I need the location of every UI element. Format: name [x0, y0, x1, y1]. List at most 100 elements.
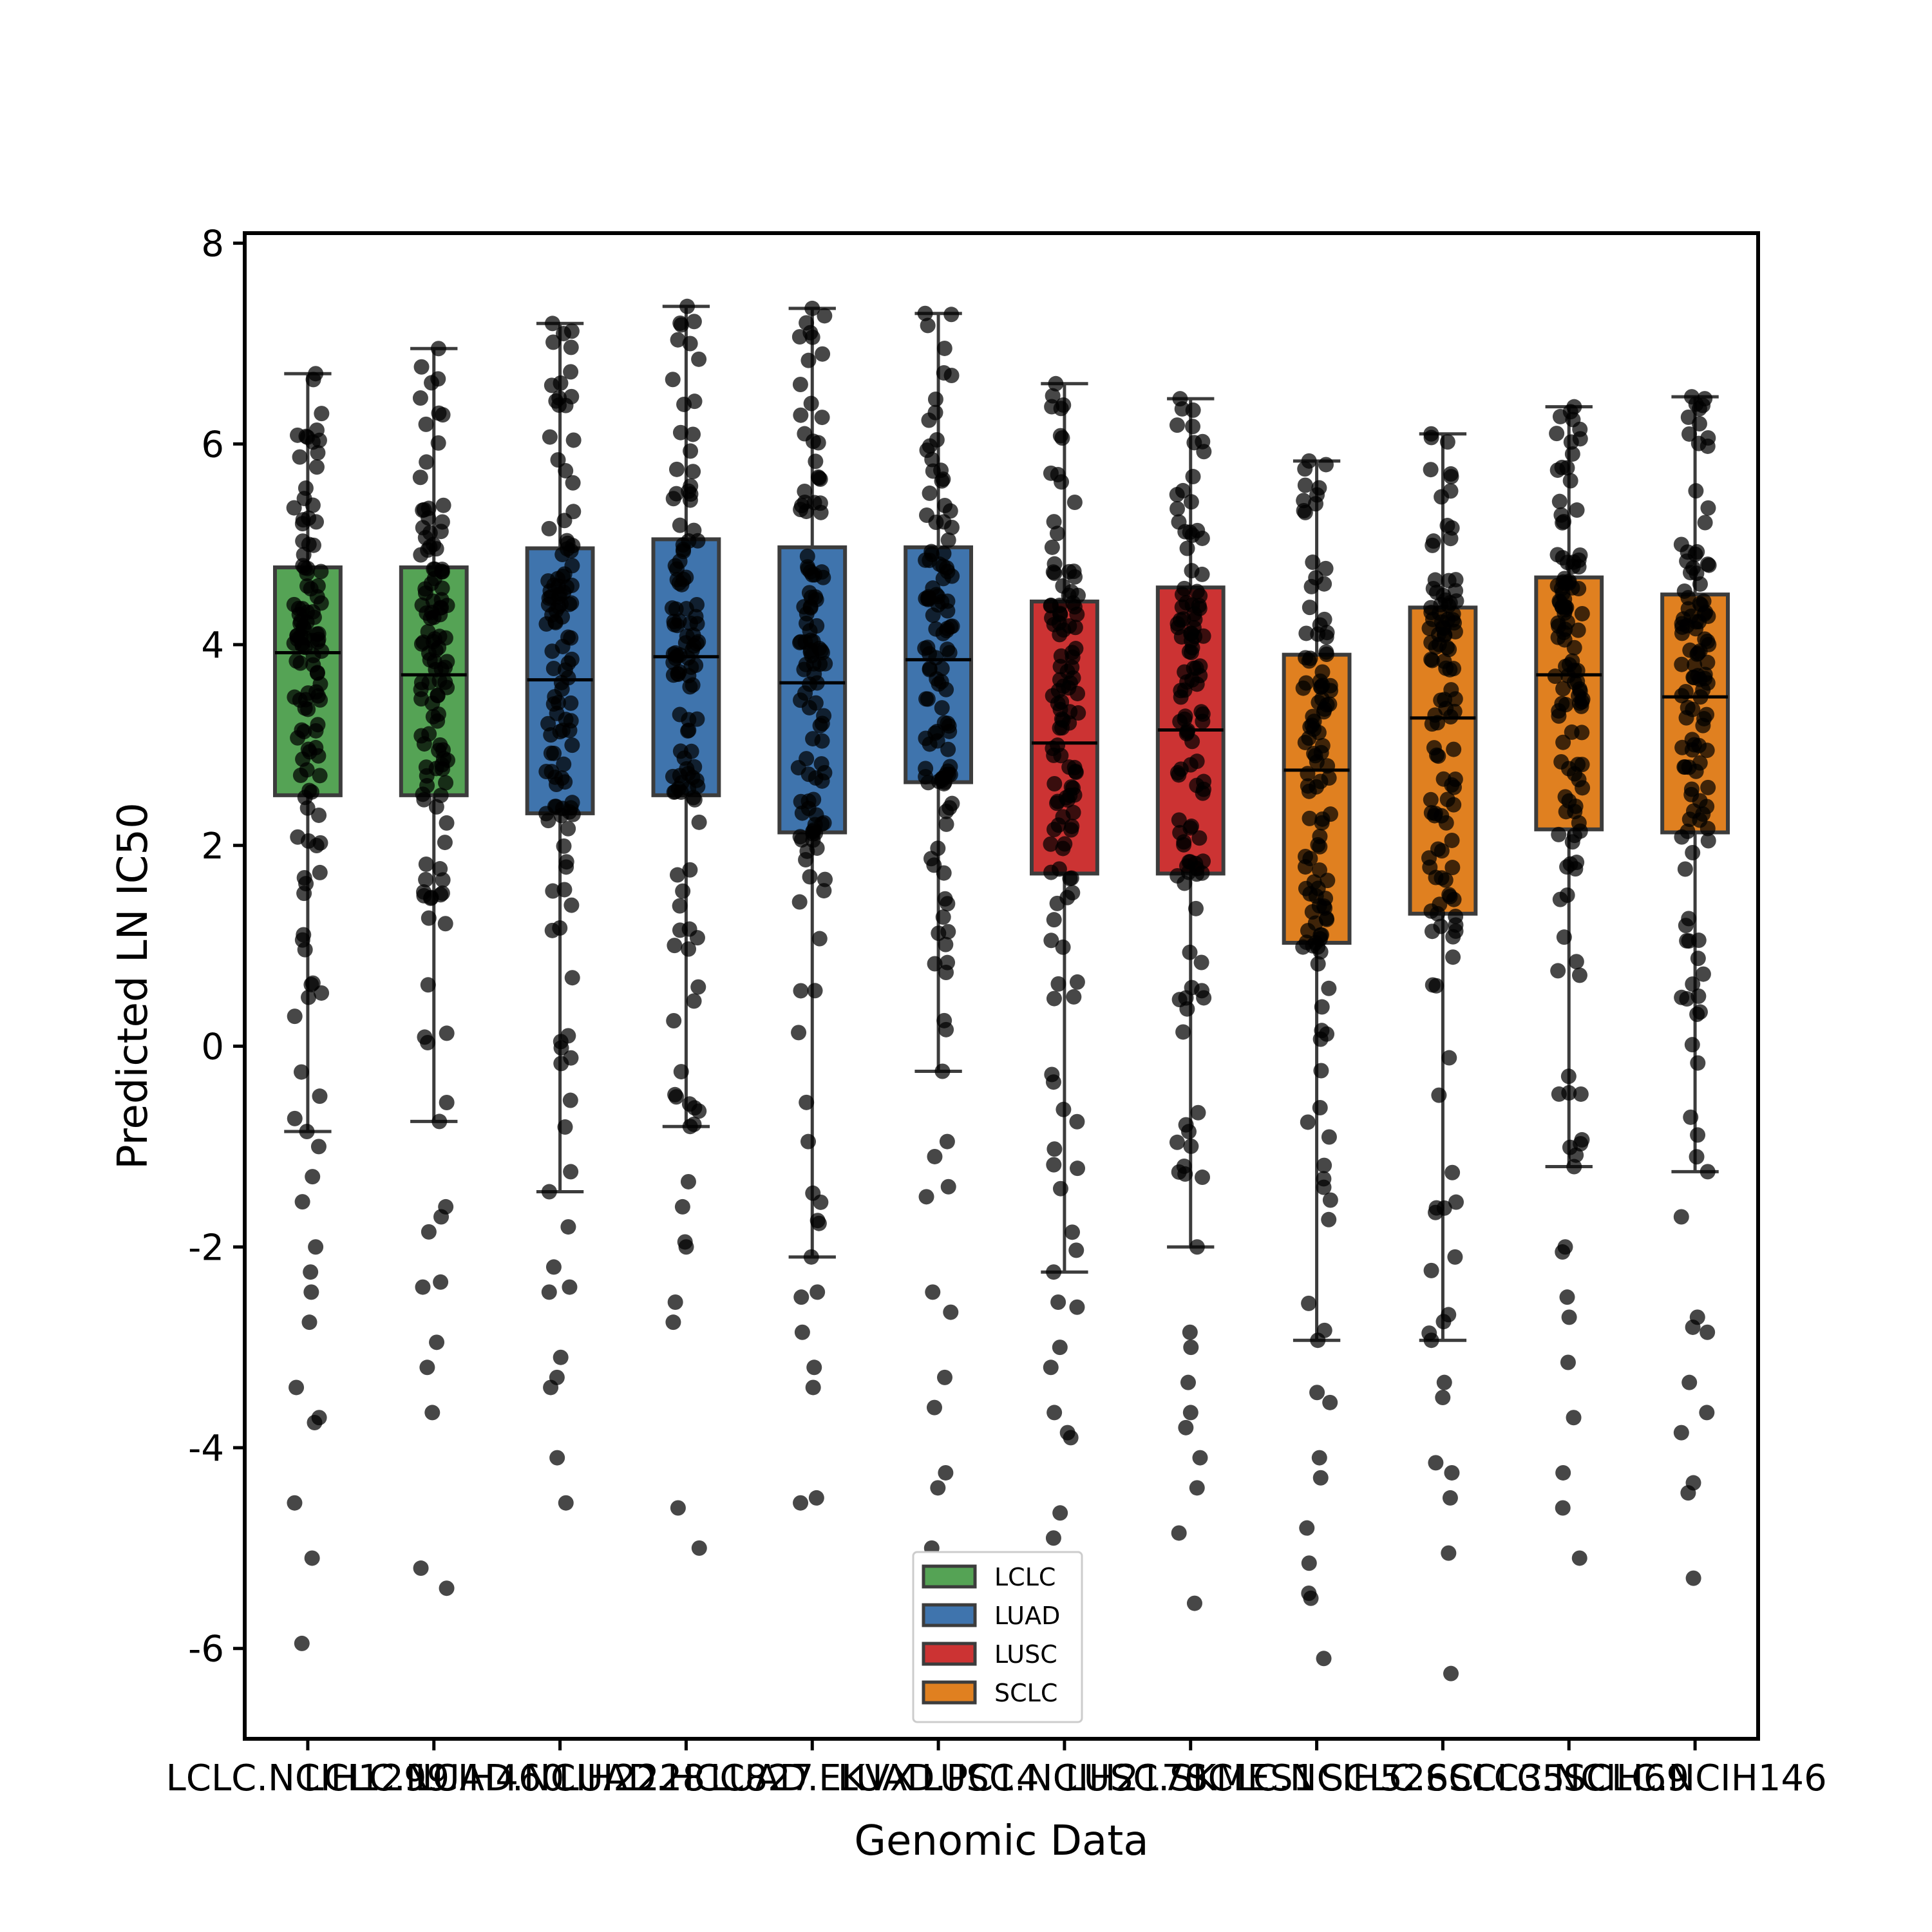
data-point	[1176, 834, 1192, 850]
y-tick-label: -6	[188, 1629, 224, 1671]
data-point	[1552, 408, 1568, 424]
data-point	[802, 642, 819, 658]
data-point	[432, 737, 448, 753]
data-point	[545, 334, 562, 350]
data-point	[814, 715, 830, 732]
y-tick-label: -4	[188, 1428, 224, 1470]
data-point	[1700, 500, 1716, 516]
data-point	[923, 544, 940, 560]
data-point	[1066, 495, 1083, 511]
data-point	[810, 469, 826, 485]
data-point	[418, 871, 434, 887]
data-point	[804, 300, 820, 316]
data-point	[1310, 956, 1326, 972]
points-sclc-ncih526	[1295, 453, 1339, 1667]
outlier-point	[678, 1239, 694, 1255]
data-point	[562, 596, 578, 612]
data-point	[1318, 560, 1334, 576]
outlier-point	[1316, 1651, 1332, 1667]
data-point	[1690, 1055, 1706, 1071]
data-point	[808, 453, 824, 469]
data-point	[1055, 809, 1071, 825]
data-point	[1169, 1134, 1185, 1150]
data-point	[667, 616, 683, 632]
data-point	[802, 869, 818, 885]
data-point	[1444, 832, 1460, 848]
data-point	[1321, 1211, 1337, 1227]
data-point	[944, 795, 960, 811]
outlier-point	[433, 1209, 450, 1225]
data-point	[1185, 469, 1201, 485]
data-point	[1169, 487, 1185, 503]
data-point	[1048, 375, 1064, 392]
data-point	[1298, 650, 1314, 666]
data-point	[437, 835, 453, 851]
data-point	[1310, 1332, 1326, 1349]
outlier-point	[287, 1495, 303, 1511]
data-point	[301, 744, 317, 760]
data-point	[671, 575, 687, 591]
outlier-point	[930, 1480, 946, 1496]
x-tick-label: SCLC.NCIH69	[1448, 1757, 1689, 1799]
data-point	[1318, 457, 1334, 473]
data-point	[1425, 537, 1441, 553]
data-point	[808, 825, 824, 841]
y-tick-label: 4	[201, 625, 224, 667]
data-point	[1069, 1113, 1085, 1130]
boxes-layer	[273, 305, 1730, 1342]
data-point	[817, 871, 833, 887]
data-point	[672, 315, 688, 331]
data-point	[1196, 990, 1212, 1006]
outlier-point	[1050, 1294, 1066, 1310]
data-point	[920, 775, 936, 791]
points-sclc-ncih69	[1547, 399, 1591, 1566]
data-point	[934, 1063, 951, 1079]
y-axis: -6 -4 -2 0 2 4 6 8	[188, 223, 245, 1671]
data-point	[1046, 1264, 1062, 1280]
data-point	[813, 756, 829, 772]
data-point	[1044, 1066, 1060, 1083]
data-point	[1674, 739, 1690, 755]
data-point	[433, 788, 449, 804]
data-point	[688, 657, 704, 673]
data-point	[800, 352, 817, 368]
outlier-point	[1436, 1374, 1452, 1390]
outlier-point	[793, 1495, 809, 1511]
data-point	[1434, 489, 1450, 505]
data-point	[800, 1133, 817, 1150]
data-point	[1308, 496, 1324, 512]
data-point	[1043, 933, 1059, 949]
outlier-point	[301, 1314, 317, 1331]
data-point	[1063, 870, 1079, 886]
y-tick-label: 0	[201, 1027, 224, 1068]
data-point	[287, 1110, 303, 1126]
data-point	[1046, 565, 1063, 582]
data-point	[1049, 895, 1065, 911]
data-point	[1192, 588, 1208, 604]
data-point	[1069, 974, 1085, 990]
outlier-point	[1699, 1405, 1715, 1421]
outlier-point	[421, 1224, 437, 1240]
data-point	[813, 504, 829, 520]
data-point	[1674, 656, 1690, 672]
data-point	[1565, 412, 1581, 428]
data-point	[1422, 859, 1438, 875]
data-point	[681, 921, 697, 937]
outlier-point	[1441, 1545, 1457, 1561]
outlier-point	[1555, 1244, 1571, 1260]
data-point	[1323, 683, 1339, 699]
data-point	[550, 452, 566, 468]
data-point	[665, 768, 681, 784]
legend-label: LUSC	[994, 1640, 1057, 1669]
data-point	[314, 985, 330, 1001]
y-tick-label: 8	[201, 223, 224, 265]
data-point	[1170, 500, 1186, 516]
outlier-point	[674, 1198, 690, 1215]
legend-frame	[912, 1551, 1083, 1723]
outlier-point	[805, 1379, 821, 1396]
legend-swatch	[922, 1603, 977, 1627]
data-point	[1436, 1200, 1452, 1216]
data-point	[418, 856, 434, 872]
data-point	[675, 883, 691, 899]
data-point	[1311, 480, 1327, 496]
